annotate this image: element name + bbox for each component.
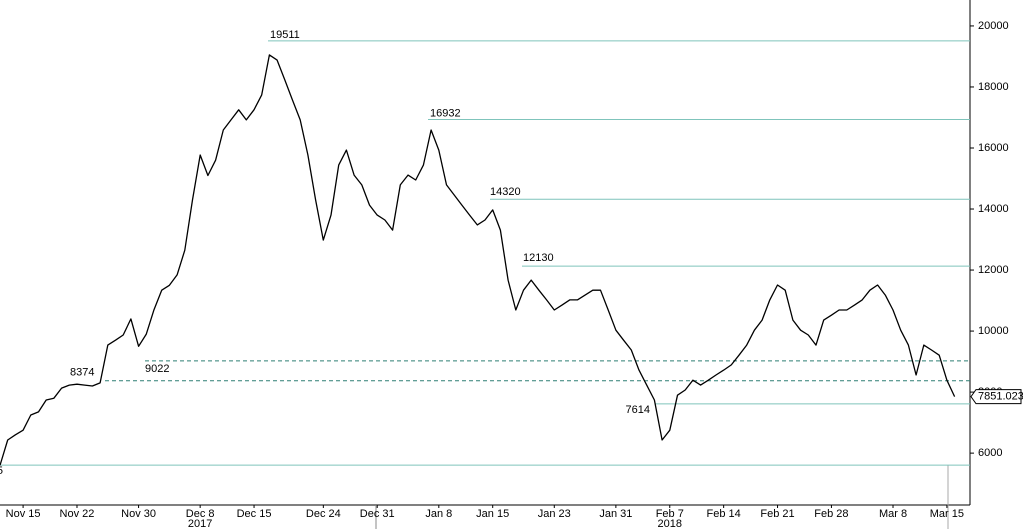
price-line (0, 54, 956, 466)
y-tick-label: 14000 (978, 203, 1009, 215)
x-tick-label: Jan 31 (599, 508, 632, 520)
x-tick-label: Nov 15 (6, 508, 41, 520)
x-tick-label: Feb 28 (814, 508, 848, 520)
year-label: 2018 (658, 518, 682, 529)
x-tick-label: Dec 31 (360, 508, 395, 520)
x-tick-label: Feb 7 (656, 508, 684, 520)
y-tick-label: 20000 (978, 20, 1009, 32)
level-label: 12130 (523, 252, 554, 264)
y-tick-label: 6000 (978, 447, 1002, 459)
level-label: 19511 (270, 29, 300, 41)
x-tick-label: Feb 14 (707, 508, 741, 520)
x-tick-label: Dec 15 (237, 508, 272, 520)
last-value-label: 7851.0234 (978, 391, 1023, 403)
x-tick-label: Nov 22 (60, 508, 95, 520)
level-label: 8374 (70, 367, 94, 379)
year-label: 2017 (188, 518, 212, 529)
y-tick-label: 16000 (978, 142, 1009, 154)
x-tick-label: Feb 21 (760, 508, 794, 520)
level-label: 7614 (626, 404, 650, 416)
x-tick-label: Dec 8 (186, 508, 215, 520)
x-tick-label: Mar 8 (879, 508, 907, 520)
level-label: 16932 (430, 107, 461, 119)
y-tick-label: 12000 (978, 264, 1009, 276)
y-tick-label: 10000 (978, 325, 1009, 337)
x-tick-label: Dec 24 (306, 508, 341, 520)
y-tick-label: 18000 (978, 81, 1009, 93)
x-tick-label: Nov 30 (121, 508, 156, 520)
level-label: 9022 (145, 363, 169, 375)
x-tick-label: Jan 8 (425, 508, 452, 520)
last-value-box (970, 389, 1022, 405)
level-label: 5605 (0, 465, 3, 477)
x-tick-label: Jan 15 (476, 508, 509, 520)
x-tick-label: Jan 23 (538, 508, 571, 520)
x-tick-label: Mar 15 (930, 508, 964, 520)
level-label: 14320 (490, 186, 521, 198)
